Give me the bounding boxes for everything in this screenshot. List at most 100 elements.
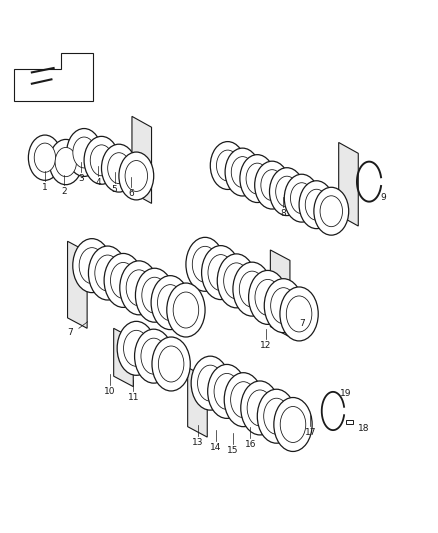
Ellipse shape — [264, 279, 303, 333]
Ellipse shape — [280, 407, 306, 442]
Text: 2: 2 — [62, 187, 67, 196]
Text: 6: 6 — [128, 189, 134, 198]
Ellipse shape — [120, 261, 158, 315]
Ellipse shape — [208, 255, 233, 290]
Ellipse shape — [159, 346, 184, 382]
Text: 19: 19 — [340, 389, 352, 398]
Ellipse shape — [240, 155, 275, 203]
Ellipse shape — [224, 373, 262, 426]
Text: 16: 16 — [244, 440, 256, 449]
Ellipse shape — [233, 262, 271, 316]
Ellipse shape — [125, 160, 148, 191]
Ellipse shape — [117, 321, 155, 375]
Text: 17: 17 — [305, 428, 316, 437]
Polygon shape — [270, 250, 290, 337]
Text: 9: 9 — [381, 193, 386, 202]
Text: 1: 1 — [42, 183, 48, 192]
Text: 14: 14 — [210, 442, 221, 451]
Ellipse shape — [225, 148, 260, 196]
Text: 11: 11 — [127, 393, 139, 401]
Ellipse shape — [214, 374, 240, 409]
Ellipse shape — [201, 246, 240, 300]
Text: 10: 10 — [104, 387, 116, 397]
Ellipse shape — [217, 254, 255, 308]
Ellipse shape — [249, 270, 287, 325]
Ellipse shape — [173, 292, 199, 328]
Ellipse shape — [102, 144, 136, 192]
FancyBboxPatch shape — [346, 420, 353, 424]
Polygon shape — [187, 367, 207, 437]
Ellipse shape — [152, 337, 190, 391]
Text: 3: 3 — [78, 174, 84, 183]
Ellipse shape — [320, 196, 343, 227]
Ellipse shape — [119, 152, 154, 200]
Ellipse shape — [142, 277, 167, 313]
Text: 8: 8 — [280, 209, 286, 218]
Ellipse shape — [158, 285, 183, 321]
Ellipse shape — [55, 148, 77, 176]
Ellipse shape — [255, 279, 280, 316]
Ellipse shape — [73, 137, 95, 168]
Ellipse shape — [79, 248, 105, 284]
Ellipse shape — [276, 176, 298, 207]
Ellipse shape — [28, 135, 61, 180]
Ellipse shape — [271, 288, 296, 324]
Polygon shape — [132, 116, 152, 204]
Ellipse shape — [246, 163, 268, 194]
Text: 4: 4 — [95, 179, 101, 188]
Polygon shape — [67, 241, 87, 328]
Ellipse shape — [269, 168, 304, 215]
Text: 18: 18 — [358, 424, 369, 433]
Ellipse shape — [126, 270, 152, 306]
Ellipse shape — [141, 338, 166, 374]
Polygon shape — [339, 142, 358, 226]
Ellipse shape — [135, 268, 174, 322]
Ellipse shape — [286, 296, 312, 332]
Ellipse shape — [151, 276, 189, 329]
Ellipse shape — [167, 283, 205, 337]
Ellipse shape — [280, 287, 318, 341]
Ellipse shape — [67, 128, 102, 176]
Ellipse shape — [104, 254, 142, 308]
Ellipse shape — [34, 143, 56, 172]
Ellipse shape — [198, 365, 223, 401]
Ellipse shape — [73, 239, 111, 293]
Text: 15: 15 — [227, 446, 239, 455]
Ellipse shape — [95, 255, 120, 291]
Ellipse shape — [274, 398, 312, 451]
Ellipse shape — [186, 237, 224, 292]
Ellipse shape — [191, 356, 230, 410]
Ellipse shape — [299, 181, 334, 229]
Ellipse shape — [290, 183, 313, 214]
Ellipse shape — [230, 382, 256, 418]
Ellipse shape — [49, 140, 82, 184]
Ellipse shape — [284, 174, 319, 222]
Ellipse shape — [305, 189, 328, 220]
Ellipse shape — [210, 142, 245, 189]
Ellipse shape — [241, 381, 279, 435]
Text: 7: 7 — [300, 319, 305, 328]
Ellipse shape — [216, 150, 239, 181]
Ellipse shape — [84, 136, 119, 184]
Text: 7: 7 — [67, 328, 73, 337]
Ellipse shape — [231, 157, 254, 188]
Ellipse shape — [257, 389, 296, 443]
Ellipse shape — [192, 246, 218, 282]
Polygon shape — [114, 328, 133, 386]
Ellipse shape — [261, 169, 283, 200]
Ellipse shape — [108, 152, 130, 183]
Text: 12: 12 — [260, 341, 271, 350]
Text: 13: 13 — [192, 438, 204, 447]
Ellipse shape — [247, 390, 273, 426]
Ellipse shape — [134, 329, 173, 383]
Ellipse shape — [264, 398, 289, 434]
Ellipse shape — [208, 365, 246, 418]
Ellipse shape — [314, 187, 349, 235]
Ellipse shape — [110, 262, 136, 298]
Ellipse shape — [224, 263, 249, 299]
Ellipse shape — [90, 145, 113, 176]
Ellipse shape — [88, 246, 127, 300]
Ellipse shape — [239, 271, 265, 307]
Ellipse shape — [254, 161, 290, 209]
Ellipse shape — [124, 330, 149, 366]
